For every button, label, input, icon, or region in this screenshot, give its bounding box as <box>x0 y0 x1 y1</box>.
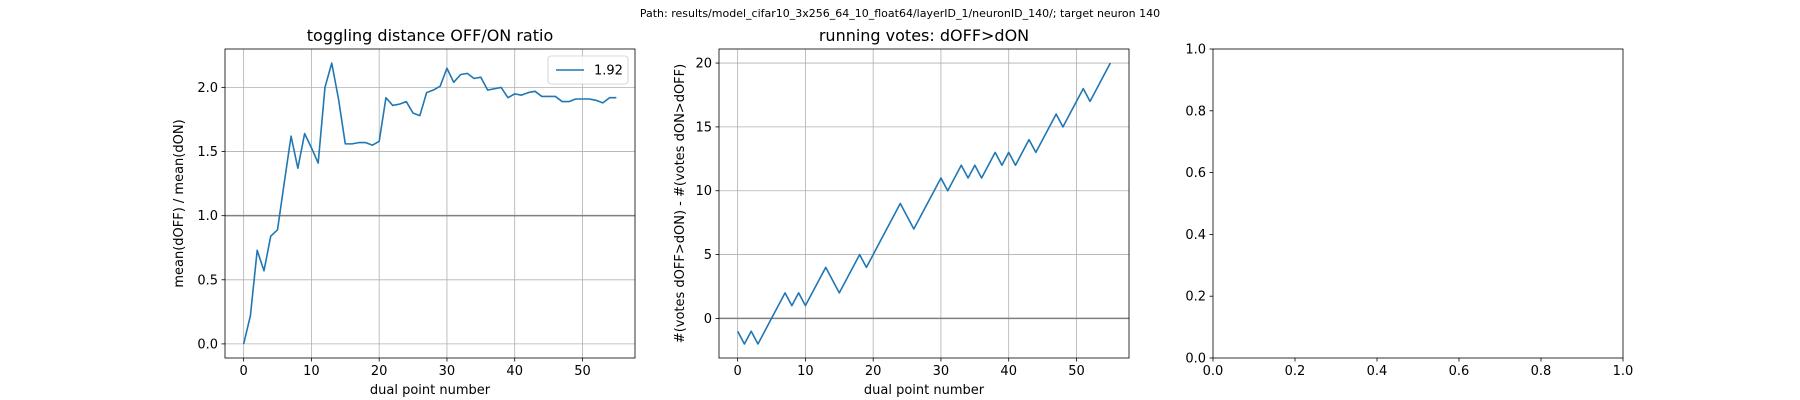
x-axis-label: dual point number <box>370 383 491 398</box>
x-tick-label: 0.8 <box>1531 364 1552 379</box>
x-tick-label: 0.0 <box>1203 364 1224 379</box>
y-tick-label: 0.0 <box>1185 352 1206 367</box>
x-tick-label: 10 <box>797 364 814 379</box>
y-tick-label: 5 <box>704 248 712 263</box>
y-tick-label: 0.6 <box>1185 166 1206 181</box>
chart-panel-votes: 0 10 20 30 40 50 0 5 10 15 20 running votes: dOFF>d… <box>673 26 1130 398</box>
y-tick-label: 0.2 <box>1185 290 1206 305</box>
axes-frame <box>224 48 636 359</box>
x-tick-label: 20 <box>371 364 388 379</box>
x-tick-label: 30 <box>933 364 950 379</box>
x-tick-label: 10 <box>303 364 320 379</box>
y-tick-label: 0.5 <box>197 273 218 288</box>
x-tick-label: 50 <box>1068 364 1085 379</box>
y-tick-label: 10 <box>695 184 712 199</box>
axes-frame <box>718 48 1130 359</box>
x-tick-label: 20 <box>865 364 882 379</box>
y-axis-label: #(votes dOFF>dON) - #(votes dON>dOFF) <box>673 64 688 343</box>
chart-title: toggling distance OFF/ON ratio <box>307 26 553 45</box>
x-axis-label: dual point number <box>864 383 985 398</box>
y-tick-label: 1.0 <box>197 209 218 224</box>
chart-panel-ratio: 0 10 20 30 40 50 0.0 0.5 1.0 1.5 2.0 toggling dista… <box>172 26 636 398</box>
x-tick-label: 0 <box>239 364 247 379</box>
y-tick-label: 1.0 <box>1185 43 1206 58</box>
x-tick-label: 0.2 <box>1285 364 1306 379</box>
y-tick-label: 0.8 <box>1185 104 1206 119</box>
legend-box <box>547 55 629 85</box>
series-line-0 <box>736 62 1112 345</box>
x-tick-label: 40 <box>1000 364 1017 379</box>
axes-frame <box>1212 48 1624 359</box>
x-tick-label: 0 <box>733 364 741 379</box>
y-tick-label: 0.0 <box>197 337 218 352</box>
y-axis-label: mean(dOFF) / mean(dON) <box>172 119 187 287</box>
x-tick-label: 0.6 <box>1449 364 1470 379</box>
chart-title: running votes: dOFF>dON <box>819 26 1029 45</box>
series-line-0 <box>242 62 617 345</box>
x-tick-label: 0.4 <box>1367 364 1388 379</box>
y-tick-label: 20 <box>695 57 712 72</box>
y-tick-label: 2.0 <box>197 81 218 96</box>
y-tick-label: 0.4 <box>1185 228 1206 243</box>
y-tick-label: 15 <box>695 120 712 135</box>
x-tick-label: 1.0 <box>1613 364 1634 379</box>
x-tick-label: 30 <box>439 364 456 379</box>
chart-panel-empty: 0.0 0.2 0.4 0.6 0.8 1.0 0.0 0.2 0.4 0.6 0.8 1.0 <box>1185 43 1633 380</box>
y-tick-label: 1.5 <box>197 145 218 160</box>
figure-suptitle: Path: results/model_cifar10_3x256_64_10_… <box>640 7 1160 20</box>
y-tick-label: 0 <box>704 312 712 327</box>
legend-label: 1.92 <box>594 64 623 79</box>
x-tick-label: 50 <box>574 364 591 379</box>
x-tick-label: 40 <box>506 364 523 379</box>
